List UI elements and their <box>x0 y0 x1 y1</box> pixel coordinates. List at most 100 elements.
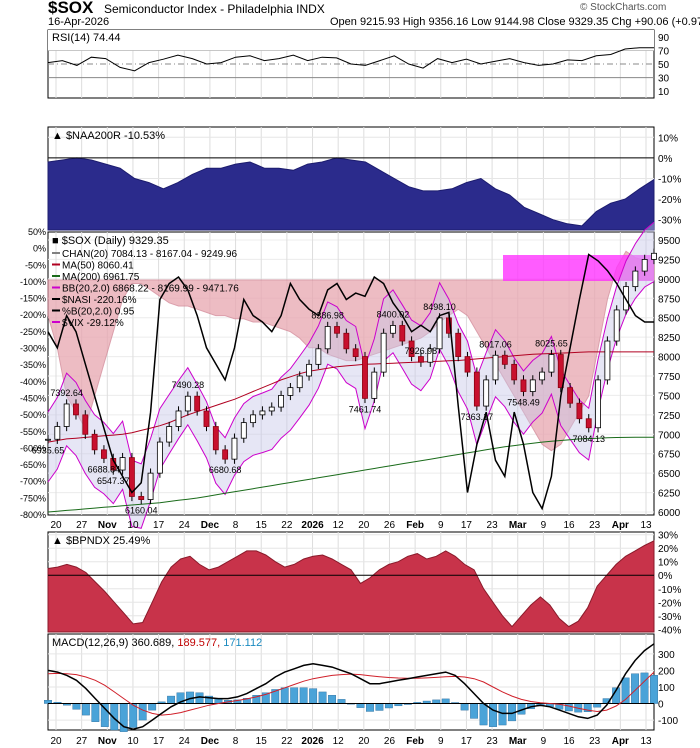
macd-xtick: 20 <box>358 736 370 747</box>
macd-histogram-bar <box>498 703 507 726</box>
macd-histogram-bar <box>167 695 176 704</box>
candle <box>585 418 592 429</box>
price-ytick-left: -100% <box>20 277 46 287</box>
candle <box>371 371 378 399</box>
candle <box>203 410 210 427</box>
macd-histogram-bar <box>100 703 109 727</box>
candle <box>259 410 266 416</box>
candle <box>613 309 620 342</box>
price-legend-item: CHAN(20) 7084.13 - 8167.04 - 9249.96 <box>62 249 238 260</box>
macd-xtick: 20 <box>50 736 62 747</box>
macd-histogram-bar <box>432 699 441 704</box>
macd-title-part: 171.112 <box>223 637 262 649</box>
naa200r-ytick: 0% <box>658 154 673 165</box>
price-ytick-right: 7250 <box>658 411 681 422</box>
candle <box>306 363 312 377</box>
price-ytick-left: -600% <box>20 443 46 453</box>
macd-histogram-bar <box>72 703 81 710</box>
macd-histogram-bar <box>337 699 346 704</box>
macd-histogram-bar <box>650 675 658 704</box>
candle <box>352 348 359 357</box>
price-xtick: 23 <box>487 520 499 531</box>
macd-histogram-bar <box>328 695 336 704</box>
candle <box>73 403 79 416</box>
price-legend-item: $VIX -29.12% <box>62 318 124 329</box>
candle <box>408 340 415 357</box>
bpndx-title: ▲ $BPNDX 25.49% <box>52 535 151 547</box>
candle <box>222 449 229 460</box>
macd-histogram-bar <box>138 703 147 721</box>
exchange: INDX <box>296 2 325 16</box>
candle <box>511 363 518 381</box>
candle <box>324 326 331 350</box>
price-annotation: 7490.28 <box>172 380 205 390</box>
price-ytick-left: -150% <box>20 294 46 304</box>
price-ytick-right: 7000 <box>658 430 681 441</box>
macd-xtick: 15 <box>256 736 268 747</box>
candle <box>651 252 657 260</box>
macd-xtick: Feb <box>406 736 424 747</box>
price-ytick-left: -250% <box>20 327 46 337</box>
price-ytick-right: 6250 <box>658 489 681 500</box>
rsi-ytick: 30 <box>658 74 670 85</box>
candle <box>595 379 601 429</box>
ohlc-summary: Open 9215.93 High 9356.16 Low 9144.98 Cl… <box>330 16 700 28</box>
price-xtick: 27 <box>76 520 88 531</box>
macd-xtick: 22 <box>281 736 293 747</box>
rsi-ytick: 50 <box>658 60 670 71</box>
price-annotation: 7084.13 <box>572 434 605 444</box>
price-xtick: 15 <box>256 520 268 531</box>
rsi-title: RSI(14) 74.44 <box>52 32 120 44</box>
bpndx-ytick: -40% <box>658 625 681 636</box>
candle <box>567 387 574 404</box>
macd-xtick: 23 <box>589 736 601 747</box>
macd-ytick: 200 <box>658 666 675 677</box>
bpndx-ytick: 10% <box>658 558 678 569</box>
macd-line <box>47 643 655 730</box>
price-annotation: 8017.06 <box>479 339 512 349</box>
macd-histogram-bar <box>309 688 318 704</box>
candle <box>119 457 126 471</box>
price-annotation: 8400.02 <box>377 309 410 319</box>
price-ytick-right: 7750 <box>658 372 681 383</box>
candle <box>362 356 368 399</box>
macd-histogram-bar <box>384 703 393 709</box>
macd-histogram-bar <box>564 703 573 712</box>
macd-histogram-bar <box>441 698 450 704</box>
macd-xtick: Nov <box>98 736 117 747</box>
price-xtick: 12 <box>333 520 345 531</box>
price-ytick-right: 6000 <box>658 508 681 519</box>
price-ytick-left: -450% <box>20 393 46 403</box>
candle <box>427 348 434 363</box>
macd-xtick: 12 <box>333 736 345 747</box>
candle <box>175 410 182 427</box>
price-ytick-right: 8250 <box>658 333 681 344</box>
macd-histogram-bar <box>356 703 365 708</box>
price-xtick: 13 <box>640 520 652 531</box>
candle <box>128 457 135 497</box>
candle <box>473 371 480 407</box>
candle <box>399 325 406 342</box>
candle <box>455 332 462 357</box>
candle <box>632 270 639 288</box>
price-annotation: 7548.49 <box>507 398 540 408</box>
price-xtick: Nov <box>98 520 117 531</box>
macd-ytick: 300 <box>658 650 675 661</box>
candle <box>576 402 583 420</box>
price-ytick-left: -400% <box>20 377 46 387</box>
macd-title-part: 189.577, <box>177 637 223 649</box>
price-annotation: 8025.65 <box>535 339 568 349</box>
macd-xtick: Dec <box>201 736 220 747</box>
price-xtick: 20 <box>50 520 62 531</box>
bpndx-ytick: 30% <box>658 531 678 542</box>
candle <box>315 348 322 365</box>
price-ytick-right: 8000 <box>658 353 681 364</box>
macd-histogram-bar <box>195 692 204 704</box>
candle <box>156 441 163 474</box>
price-xtick: 9 <box>438 520 444 531</box>
bpndx-ytick: -10% <box>658 585 681 596</box>
price-xtick: 17 <box>153 520 165 531</box>
macd-xtick: 17 <box>153 736 165 747</box>
symbol: $SOX <box>48 0 94 17</box>
